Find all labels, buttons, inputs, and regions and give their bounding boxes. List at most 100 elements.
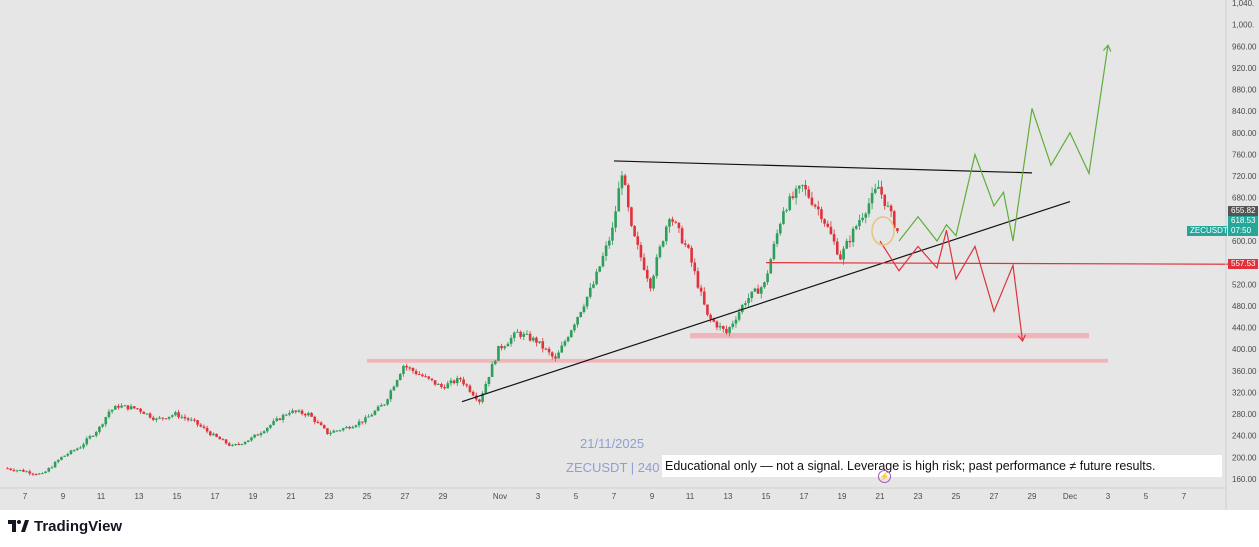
- candle-body: [611, 227, 614, 241]
- x-tick-label: 5: [574, 492, 579, 501]
- candle-body: [842, 248, 845, 260]
- candle-body: [405, 365, 408, 368]
- candle-body: [756, 288, 760, 294]
- candle-body: [44, 471, 47, 474]
- candle-body: [246, 440, 250, 443]
- candle-body: [341, 428, 345, 431]
- candle-body: [541, 341, 545, 349]
- candle-body: [538, 341, 541, 343]
- candle-body: [132, 406, 136, 409]
- trendline: [765, 262, 1242, 265]
- watermark-date: 21/11/2025: [580, 436, 645, 451]
- candle-body: [142, 411, 146, 414]
- chart-area[interactable]: 1,040. 1,000. 960.00 920.00 880.00 840.00 800.…: [0, 0, 1259, 510]
- candle-body: [728, 327, 731, 333]
- candle-body: [845, 240, 849, 249]
- candle-body: [465, 384, 469, 386]
- candle-body: [861, 217, 864, 221]
- candle-body: [858, 220, 861, 227]
- candle-body: [205, 427, 209, 432]
- candle-body: [348, 426, 351, 429]
- candle-body: [569, 330, 573, 338]
- candle-body: [721, 326, 725, 329]
- candle-body: [820, 209, 823, 220]
- candle-body: [37, 473, 41, 475]
- candle-body: [421, 374, 424, 377]
- candle-body: [414, 371, 418, 375]
- candle-body: [310, 412, 313, 417]
- candle-body: [395, 380, 399, 387]
- candle-body: [782, 211, 785, 224]
- candle-body: [379, 405, 383, 407]
- candle-body: [41, 473, 44, 475]
- candle-body: [557, 352, 560, 359]
- candle-body: [136, 408, 139, 410]
- candle-body: [775, 233, 779, 244]
- candle-body: [367, 416, 370, 418]
- candle-body: [626, 185, 630, 208]
- candle-body: [300, 410, 304, 414]
- x-tick-label: 21: [876, 492, 885, 501]
- candle-body: [275, 418, 279, 421]
- candle-body: [493, 360, 497, 365]
- candle-body: [440, 384, 443, 388]
- candle-body: [319, 422, 323, 426]
- candle-body: [278, 418, 282, 420]
- y-tick-label: 320.00: [1232, 388, 1257, 397]
- price-tag: 655.82: [1228, 205, 1258, 216]
- candle-body: [873, 188, 877, 193]
- candle-body: [69, 450, 73, 455]
- candle-body: [525, 333, 529, 335]
- candle-body: [851, 228, 855, 243]
- candle-body: [297, 410, 301, 412]
- y-tick-label: 1,000.: [1232, 21, 1254, 30]
- candle-body: [398, 373, 402, 381]
- x-tick-label: Dec: [1063, 492, 1077, 501]
- price-chart[interactable]: 1,040. 1,000. 960.00 920.00 880.00 840.00 800.…: [0, 0, 1259, 510]
- candle-body: [104, 417, 108, 425]
- candle-body: [750, 291, 754, 299]
- candle-body: [664, 226, 668, 242]
- candle-body: [718, 326, 722, 328]
- candle-body: [186, 418, 190, 420]
- flash-icon[interactable]: ⚡: [878, 470, 891, 483]
- candle-body: [772, 243, 776, 260]
- candle-body: [766, 273, 769, 283]
- y-tick-label: 800.00: [1232, 129, 1257, 138]
- x-tick-label: 11: [686, 492, 695, 501]
- candle-body: [443, 387, 446, 389]
- candle-body: [645, 269, 649, 279]
- y-tick-label: 720.00: [1232, 172, 1257, 181]
- candle-body: [417, 374, 421, 376]
- candle-body: [585, 296, 589, 307]
- candle-body: [531, 337, 535, 341]
- candle-body: [148, 413, 152, 418]
- projection-path: [898, 45, 1109, 243]
- candle-body: [455, 378, 459, 384]
- candle-body: [864, 213, 868, 218]
- candle-body: [303, 413, 307, 416]
- x-tick-label: 13: [724, 492, 733, 501]
- candle-body: [31, 473, 35, 475]
- y-tick-label: 480.00: [1232, 302, 1257, 311]
- candle-body: [503, 346, 507, 349]
- candle-body: [642, 257, 646, 270]
- candle-body: [161, 417, 165, 419]
- candle-body: [487, 376, 491, 385]
- candle-body: [630, 207, 633, 226]
- candle-body: [79, 447, 82, 449]
- candle-body: [481, 393, 484, 402]
- price-tag: 07:50: [1228, 225, 1258, 236]
- candle-body: [75, 448, 79, 451]
- candle-body: [237, 444, 241, 446]
- candle-body: [867, 203, 871, 214]
- tradingview-logo[interactable]: TradingView: [8, 515, 122, 537]
- y-tick-label: 200.00: [1232, 453, 1257, 462]
- candle-body: [668, 219, 671, 227]
- candle-body: [550, 352, 554, 357]
- candle-body: [98, 426, 101, 432]
- x-tick-label: 17: [800, 492, 809, 501]
- candle-body: [329, 432, 332, 435]
- x-tick-label: 7: [23, 492, 28, 501]
- candle-body: [231, 445, 234, 447]
